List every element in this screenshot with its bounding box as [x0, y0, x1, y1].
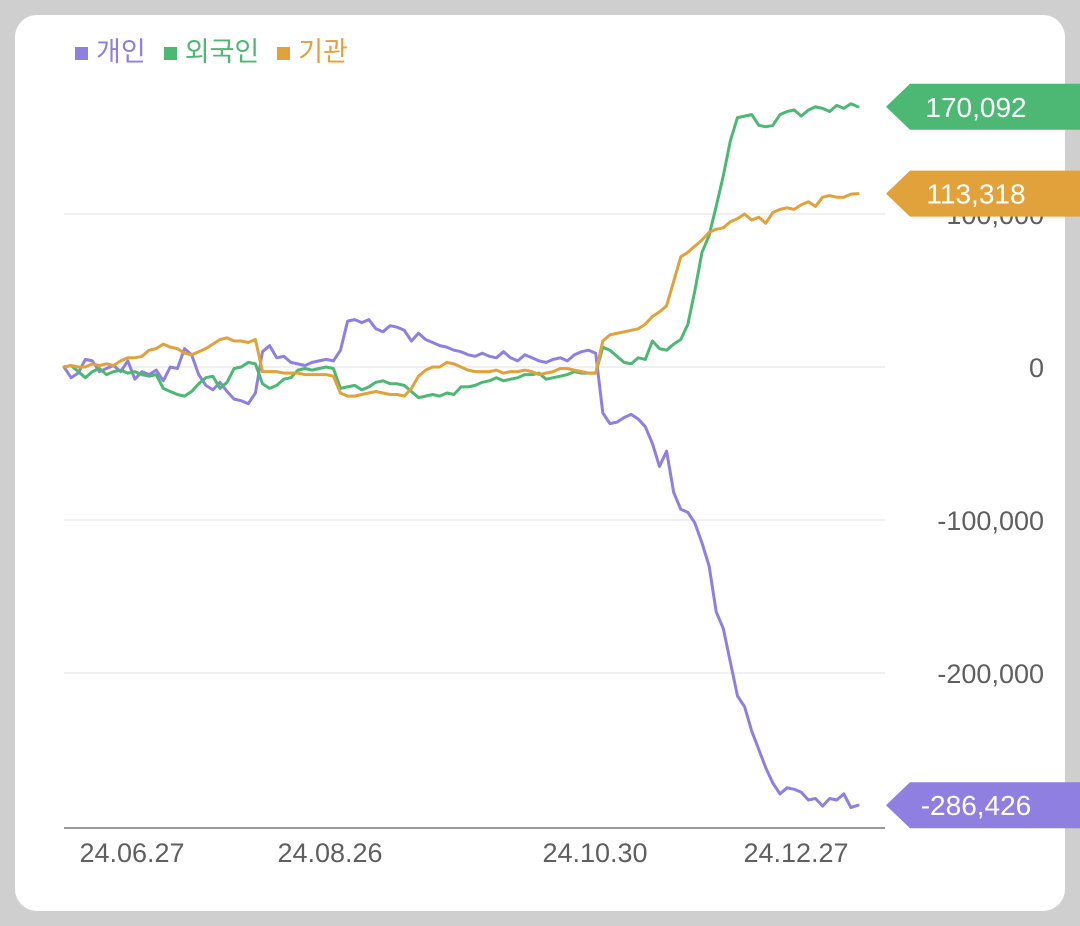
value-flag: 113,318 — [886, 170, 1080, 217]
legend-label-individual: 개인 — [96, 37, 146, 68]
series-lines — [62, 102, 860, 810]
y-axis-ticks: 100,0000-100,000-200,000 — [937, 200, 1044, 689]
grid-lines — [64, 213, 885, 674]
y-tick-label: -100,000 — [937, 506, 1044, 536]
value-flag: 170,092 — [886, 83, 1080, 130]
legend: 개인 외국인 기관 — [75, 35, 348, 71]
y-tick-label: 0 — [1029, 353, 1044, 383]
value-flag-label: -286,426 — [921, 790, 1032, 821]
series-line — [62, 318, 860, 810]
y-tick-label: -200,000 — [937, 659, 1044, 689]
series-line — [62, 192, 860, 398]
legend-item-foreign[interactable]: 외국인 — [163, 35, 260, 71]
legend-label-foreign: 외국인 — [184, 37, 260, 68]
series-line — [62, 102, 860, 400]
legend-label-institution: 기관 — [298, 37, 348, 68]
chart-card — [15, 15, 1065, 911]
value-flag-shape — [886, 170, 1080, 217]
legend-swatch-individual — [75, 46, 88, 60]
legend-swatch-institution — [277, 46, 291, 60]
legend-swatch-foreign — [163, 46, 177, 60]
value-flag-label: 170,092 — [925, 92, 1026, 123]
value-flag-label: 113,318 — [926, 179, 1025, 210]
x-tick-label: 24.10.30 — [542, 838, 647, 868]
legend-item-individual[interactable]: 개인 — [75, 35, 146, 71]
value-flag: -286,426 — [886, 782, 1080, 829]
x-tick-label: 24.12.27 — [743, 838, 848, 868]
x-tick-label: 24.06.27 — [79, 838, 184, 868]
x-axis-ticks: 24.06.27 24.08.26 24.10.30 24.12.27 — [79, 838, 848, 868]
legend-item-institution[interactable]: 기관 — [277, 35, 348, 71]
value-flags: -286,426 170,092 113,318 — [886, 83, 1080, 829]
x-tick-label: 24.08.26 — [277, 838, 382, 868]
value-flag-shape — [886, 782, 1080, 829]
value-flag-shape — [886, 83, 1080, 130]
